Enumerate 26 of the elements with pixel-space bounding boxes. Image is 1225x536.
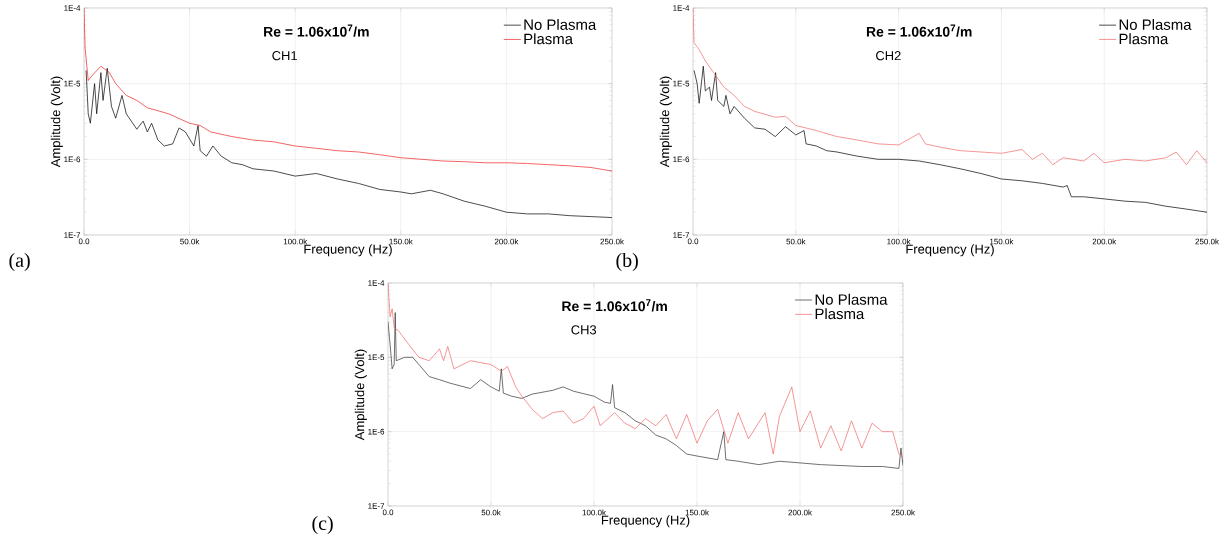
legend-label: No Plasma	[815, 293, 888, 305]
annotation: Re = 1.06x10$^{7}$/m	[866, 24, 972, 37]
line-series	[693, 7, 1208, 166]
annotation: Re = 1.06x10$^{7}$/m	[562, 299, 667, 312]
legend-label: Plasma	[524, 33, 574, 45]
legend-label: Plasma	[1119, 33, 1169, 45]
text: (c)	[312, 515, 333, 535]
text: (b)	[616, 252, 638, 272]
text: (a)	[9, 252, 30, 272]
line-series	[693, 65, 1208, 213]
annotation: CH1	[272, 51, 297, 61]
annotation: CH2	[876, 51, 901, 61]
annotation: CH3	[571, 325, 597, 335]
legend-label: No Plasma	[524, 18, 597, 30]
y-axis-title: Amplitude (Volt)	[50, 76, 63, 168]
x-axis-title: Frequency (Hz)	[906, 244, 994, 257]
y-axis-title: Amplitude (Volt)	[659, 76, 672, 168]
line-series	[388, 282, 904, 458]
legend-label: No Plasma	[1119, 18, 1192, 30]
line-series	[84, 7, 613, 172]
x-axis-title: Frequency (Hz)	[601, 515, 690, 528]
annotation: Re = 1.06x10$^{7}$/m	[264, 24, 369, 37]
line-series	[85, 67, 613, 218]
x-axis-title: Frequency (Hz)	[304, 244, 392, 257]
legend-label: Plasma	[815, 308, 865, 320]
y-axis-title: Amplitude (Volt)	[354, 349, 367, 441]
